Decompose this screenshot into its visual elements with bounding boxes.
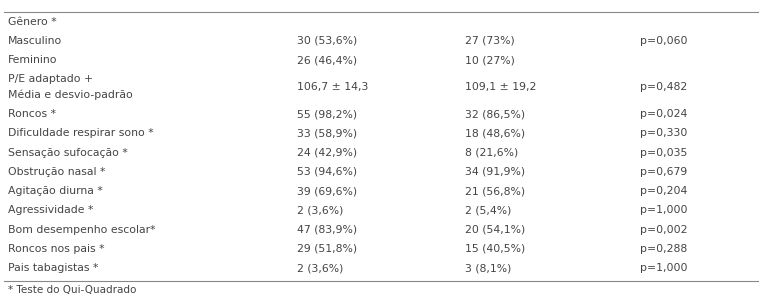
Text: Obstrução nasal *: Obstrução nasal * bbox=[8, 167, 105, 177]
Text: 3 (8,1%): 3 (8,1%) bbox=[465, 263, 511, 273]
Text: 34 (91,9%): 34 (91,9%) bbox=[465, 167, 525, 177]
Text: Pais tabagistas *: Pais tabagistas * bbox=[8, 263, 98, 273]
Text: 30 (53,6%): 30 (53,6%) bbox=[297, 36, 357, 46]
Text: 47 (83,9%): 47 (83,9%) bbox=[297, 225, 357, 235]
Text: 106,7 ± 14,3: 106,7 ± 14,3 bbox=[297, 82, 369, 92]
Text: 33 (58,9%): 33 (58,9%) bbox=[297, 128, 357, 138]
Text: Sensação sufocação *: Sensação sufocação * bbox=[8, 148, 127, 157]
Text: 24 (42,9%): 24 (42,9%) bbox=[297, 148, 357, 157]
Text: p=0,288: p=0,288 bbox=[640, 244, 687, 254]
Text: p=0,482: p=0,482 bbox=[640, 82, 687, 92]
Text: p=0,679: p=0,679 bbox=[640, 167, 687, 177]
Text: * Teste do Qui-Quadrado: * Teste do Qui-Quadrado bbox=[8, 285, 136, 295]
Text: 8 (21,6%): 8 (21,6%) bbox=[465, 148, 518, 157]
Text: 109,1 ± 19,2: 109,1 ± 19,2 bbox=[465, 82, 536, 92]
Text: Roncos nos pais *: Roncos nos pais * bbox=[8, 244, 104, 254]
Text: 10 (27%): 10 (27%) bbox=[465, 55, 514, 65]
Text: 2 (5,4%): 2 (5,4%) bbox=[465, 205, 511, 215]
Text: 20 (54,1%): 20 (54,1%) bbox=[465, 225, 525, 235]
Text: Roncos *: Roncos * bbox=[8, 109, 56, 119]
Text: p=0,330: p=0,330 bbox=[640, 128, 687, 138]
Text: Agressividade *: Agressividade * bbox=[8, 205, 93, 215]
Text: Agitação diurna *: Agitação diurna * bbox=[8, 186, 102, 196]
Text: P/E adaptado +: P/E adaptado + bbox=[8, 74, 93, 84]
Text: p=0,060: p=0,060 bbox=[640, 36, 687, 46]
Text: 26 (46,4%): 26 (46,4%) bbox=[297, 55, 357, 65]
Text: 21 (56,8%): 21 (56,8%) bbox=[465, 186, 525, 196]
Text: Bom desempenho escolar*: Bom desempenho escolar* bbox=[8, 225, 155, 235]
Text: p=1,000: p=1,000 bbox=[640, 205, 687, 215]
Text: p=0,024: p=0,024 bbox=[640, 109, 687, 119]
Text: p=0,002: p=0,002 bbox=[640, 225, 687, 235]
Text: 55 (98,2%): 55 (98,2%) bbox=[297, 109, 357, 119]
Text: 15 (40,5%): 15 (40,5%) bbox=[465, 244, 525, 254]
Text: 27 (73%): 27 (73%) bbox=[465, 36, 514, 46]
Text: 32 (86,5%): 32 (86,5%) bbox=[465, 109, 525, 119]
Text: Gênero *: Gênero * bbox=[8, 17, 56, 26]
Text: 39 (69,6%): 39 (69,6%) bbox=[297, 186, 357, 196]
Text: p=0,204: p=0,204 bbox=[640, 186, 687, 196]
Text: Masculino: Masculino bbox=[8, 36, 62, 46]
Text: Feminino: Feminino bbox=[8, 55, 57, 65]
Text: Média e desvio-padrão: Média e desvio-padrão bbox=[8, 89, 133, 100]
Text: 2 (3,6%): 2 (3,6%) bbox=[297, 205, 344, 215]
Text: Dificuldade respirar sono *: Dificuldade respirar sono * bbox=[8, 128, 153, 138]
Text: p=0,035: p=0,035 bbox=[640, 148, 687, 157]
Text: 2 (3,6%): 2 (3,6%) bbox=[297, 263, 344, 273]
Text: 53 (94,6%): 53 (94,6%) bbox=[297, 167, 357, 177]
Text: 18 (48,6%): 18 (48,6%) bbox=[465, 128, 525, 138]
Text: 29 (51,8%): 29 (51,8%) bbox=[297, 244, 357, 254]
Text: p=1,000: p=1,000 bbox=[640, 263, 687, 273]
